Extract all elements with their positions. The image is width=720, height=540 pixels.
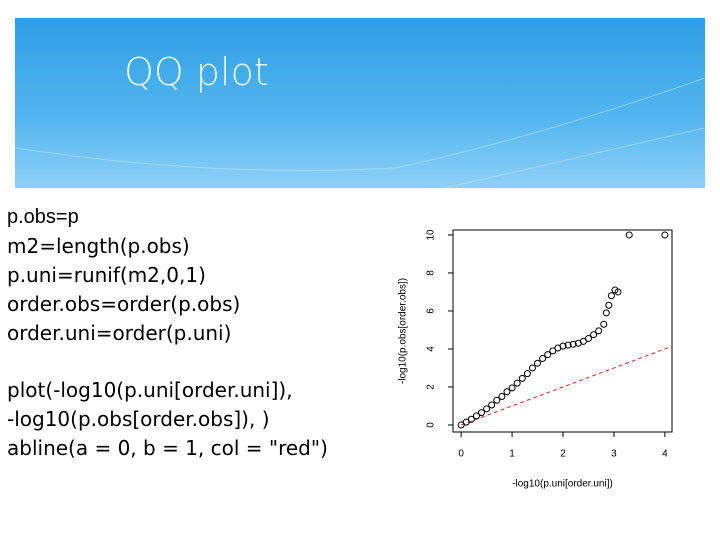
- code-line: order.uni=order(p.uni): [7, 321, 232, 345]
- point: [590, 331, 598, 339]
- x-tick-label: 4: [662, 449, 668, 460]
- y-tick-label: 10: [426, 229, 437, 241]
- title-banner: [15, 18, 705, 188]
- code-line: p.obs=p: [7, 206, 79, 228]
- y-tick-label: 8: [426, 270, 437, 276]
- point: [539, 354, 547, 362]
- point: [508, 384, 516, 392]
- code-line: plot(-log10(p.uni[order.uni]),: [7, 378, 293, 402]
- point: [559, 342, 567, 350]
- point: [564, 341, 572, 349]
- code-line: abline(a = 0, b = 1, col = "red"): [7, 436, 328, 460]
- x-tick-label: 0: [458, 449, 464, 460]
- x-axis-label: -log10(p.uni[order.uni]): [512, 479, 613, 490]
- point: [584, 335, 592, 343]
- slide-title: QQ plot: [124, 50, 269, 94]
- point: [544, 351, 552, 359]
- banner-lines: [15, 77, 705, 188]
- code-line: p.uni=runif(m2,0,1): [7, 263, 206, 287]
- point: [605, 301, 613, 309]
- point: [478, 409, 486, 417]
- x-tick-label: 1: [509, 449, 515, 460]
- point: [534, 359, 542, 367]
- point: [579, 337, 587, 345]
- point: [595, 327, 603, 335]
- point: [518, 374, 526, 382]
- code-line: order.obs=order(p.obs): [7, 292, 241, 316]
- code-block: p.obs=p m2=length(p.obs) p.uni=runif(m2,0,…: [7, 203, 240, 348]
- y-tick-label: 2: [426, 384, 437, 390]
- code-line: -log10(p.obs[order.obs]), ): [7, 407, 270, 431]
- y-tick-label: 6: [426, 308, 437, 314]
- point: [513, 379, 521, 387]
- point: [600, 320, 608, 328]
- point: [569, 340, 577, 348]
- plot-frame: [452, 229, 673, 433]
- point: [602, 309, 610, 317]
- point: [528, 364, 536, 372]
- point: [614, 288, 622, 296]
- point: [661, 231, 669, 239]
- point: [467, 415, 475, 423]
- y-tick-label: 0: [426, 422, 437, 428]
- reference-line: [460, 345, 673, 426]
- point: [503, 388, 511, 396]
- point: [523, 370, 531, 378]
- point: [457, 421, 465, 429]
- point: [625, 231, 633, 239]
- point: [462, 418, 470, 426]
- point: [498, 392, 506, 400]
- point: [493, 396, 501, 404]
- point: [472, 412, 480, 420]
- y-axis-label: -log10(p.obs[order.obs]): [398, 278, 409, 384]
- x-tick-label: 3: [611, 449, 617, 460]
- point: [549, 347, 557, 355]
- code-line: m2=length(p.obs): [7, 234, 190, 258]
- point: [483, 405, 491, 413]
- code-block: plot(-log10(p.uni[order.uni]), -log10(p.o…: [7, 376, 328, 463]
- point: [488, 401, 496, 409]
- x-tick-label: 2: [560, 449, 566, 460]
- y-tick-label: 4: [426, 346, 437, 352]
- point: [607, 292, 615, 300]
